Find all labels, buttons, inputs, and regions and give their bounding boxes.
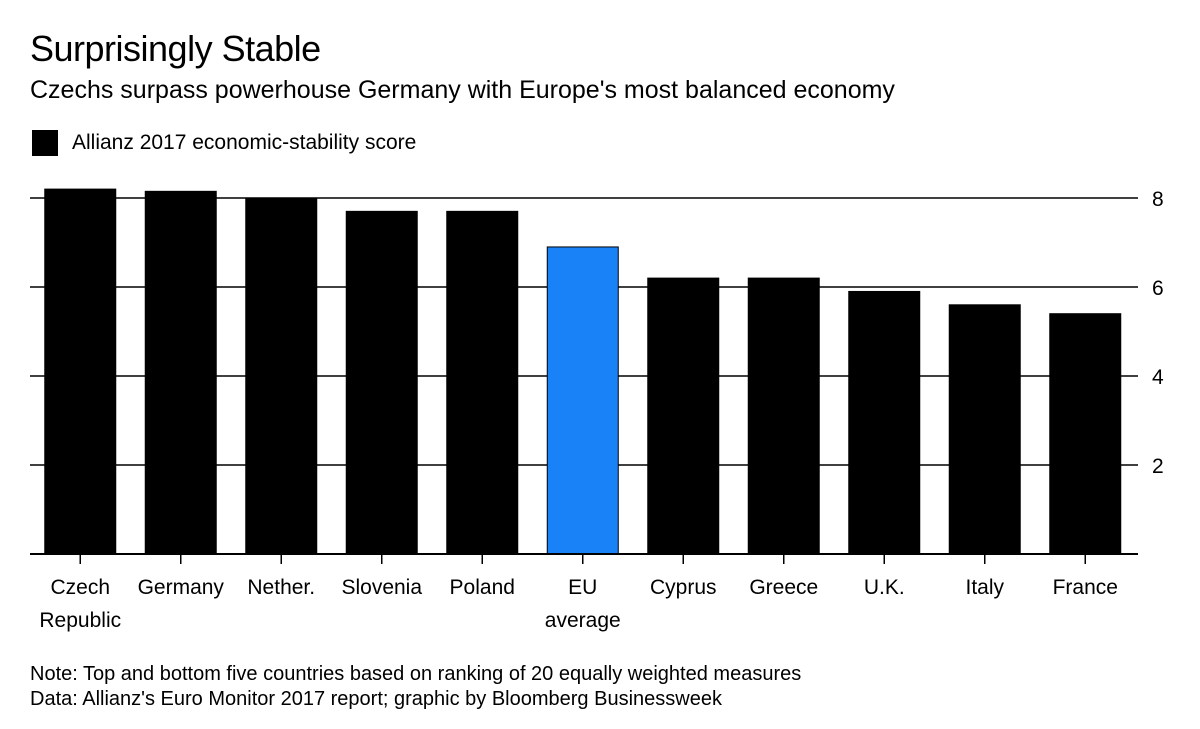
x-tick-label-line: average xyxy=(545,609,621,632)
x-tick-label: Slovenia xyxy=(341,576,422,599)
y-tick-label: 2 xyxy=(1152,455,1164,478)
bar xyxy=(345,210,418,555)
legend-swatch xyxy=(32,130,58,156)
x-tick-label-line: Republic xyxy=(39,609,121,632)
x-tick-label: Nether. xyxy=(247,576,315,599)
x-tick-label-line: Italy xyxy=(965,576,1004,599)
x-tick-label: Greece xyxy=(749,576,818,599)
x-tick-label-line: Cyprus xyxy=(650,576,717,599)
x-tick-label-line: Slovenia xyxy=(341,576,422,599)
footer-note: Note: Top and bottom five countries base… xyxy=(30,663,802,685)
bar xyxy=(647,277,720,555)
bar xyxy=(1049,313,1122,555)
x-tick-label-line: Nether. xyxy=(247,576,315,599)
x-tick-label: France xyxy=(1053,576,1118,599)
x-tick-label-line: EU xyxy=(568,576,597,599)
footer-source: Data: Allianz's Euro Monitor 2017 report… xyxy=(30,688,722,710)
footer-notes: Note: Top and bottom five countries base… xyxy=(30,662,801,712)
chart-title: Surprisingly Stable xyxy=(30,28,321,69)
x-tick-label: Czech Republic xyxy=(39,576,121,632)
x-tick-label-line: U.K. xyxy=(864,576,905,599)
y-tick-label: 4 xyxy=(1152,366,1164,389)
x-tick-label: Poland xyxy=(450,576,515,599)
bar xyxy=(948,304,1021,555)
bar xyxy=(245,197,318,555)
bar xyxy=(44,188,117,555)
x-tick-label: EU average xyxy=(545,576,621,632)
x-tick-label-line: Greece xyxy=(749,576,818,599)
x-tick-label-line: Germany xyxy=(138,576,225,599)
x-tick-label-line: Czech xyxy=(50,576,110,599)
y-tick-label: 8 xyxy=(1152,188,1164,211)
bar xyxy=(546,246,619,555)
chart-subtitle: Czechs surpass powerhouse Germany with E… xyxy=(30,76,895,104)
bar xyxy=(446,210,519,555)
legend: Allianz 2017 economic-stability score xyxy=(32,130,416,156)
x-tick-label: Italy xyxy=(965,576,1004,599)
x-tick-label-line: France xyxy=(1053,576,1118,599)
x-tick-label: U.K. xyxy=(864,576,905,599)
legend-label: Allianz 2017 economic-stability score xyxy=(72,131,417,154)
bar-chart: 2 4 6 8 Czech Republic Germany Nether. Slovenia P… xyxy=(30,188,1164,632)
bar xyxy=(848,290,921,555)
x-tick-label: Germany xyxy=(138,576,225,599)
x-tick-label: Cyprus xyxy=(650,576,717,599)
bar xyxy=(747,277,820,555)
bar xyxy=(144,190,217,555)
y-tick-label: 6 xyxy=(1152,277,1164,300)
x-tick-label-line: Poland xyxy=(450,576,515,599)
